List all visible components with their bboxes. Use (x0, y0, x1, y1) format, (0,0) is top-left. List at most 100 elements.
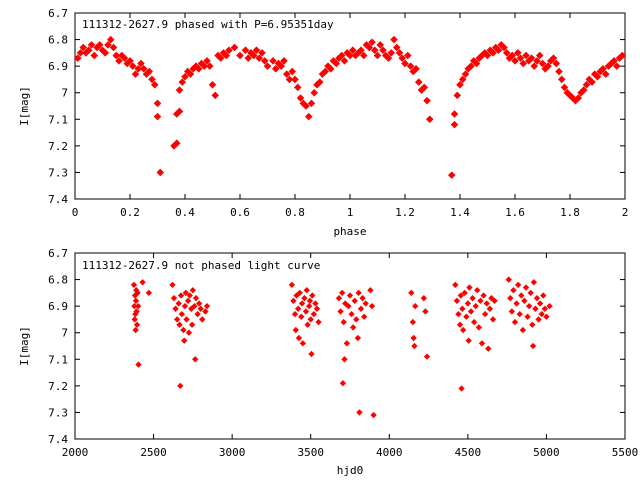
data-point (181, 337, 188, 344)
data-point (175, 300, 182, 307)
data-point (533, 57, 541, 65)
x-axis-label: phase (333, 225, 366, 238)
data-point (420, 295, 428, 302)
data-point (176, 321, 183, 328)
data-point (588, 78, 596, 86)
plot-frame (74, 252, 626, 440)
data-point (510, 287, 517, 294)
x-tick-label: 1.6 (505, 206, 525, 219)
data-point (530, 279, 538, 286)
data-point (527, 54, 536, 62)
y-tick-label: 7.1 (48, 353, 68, 366)
data-point (115, 57, 123, 65)
data-point (529, 321, 536, 328)
data-point (180, 326, 187, 334)
data-point (225, 46, 233, 54)
data-point (472, 59, 481, 68)
data-point (244, 54, 253, 62)
data-point (349, 324, 357, 331)
data-point (411, 342, 418, 350)
x-tick-label: 5500 (612, 446, 639, 459)
data-point (280, 57, 288, 65)
data-point (338, 289, 346, 297)
data-point (345, 302, 352, 310)
data-point (285, 75, 294, 84)
data-point (379, 46, 387, 54)
data-point (293, 292, 300, 299)
y-tick-label: 7.1 (48, 113, 68, 126)
data-point (200, 62, 209, 70)
data-point (356, 409, 363, 416)
data-point (486, 305, 494, 312)
data-point (216, 54, 225, 62)
data-point (131, 70, 140, 78)
data-point (384, 54, 393, 62)
data-point (458, 75, 467, 84)
data-point (423, 96, 431, 105)
data-point (365, 43, 374, 52)
data-point (342, 300, 349, 307)
data-point (357, 46, 365, 54)
data-point (296, 289, 303, 297)
data-point (373, 51, 382, 60)
data-point (192, 356, 199, 363)
data-point (483, 300, 490, 307)
data-point (348, 46, 357, 54)
data-point (192, 295, 200, 302)
data-point (203, 57, 211, 65)
y-tick-label: 7.4 (48, 193, 68, 206)
y-tick-label: 7.3 (48, 166, 68, 179)
x-tick-label: 0.2 (120, 206, 140, 219)
data-point (282, 70, 291, 78)
data-point (132, 297, 140, 304)
data-point (133, 308, 140, 315)
data-point (513, 300, 520, 307)
data-point (353, 316, 360, 323)
data-point (87, 41, 96, 49)
data-point (288, 67, 297, 76)
data-point (177, 292, 185, 299)
data-point (459, 305, 466, 312)
data-point (339, 380, 347, 387)
data-point (185, 329, 193, 336)
data-point (269, 57, 277, 65)
data-point (302, 102, 310, 110)
data-point (307, 99, 316, 108)
data-point (104, 41, 112, 49)
data-point (489, 49, 497, 57)
data-point (370, 411, 377, 419)
data-point (488, 295, 495, 302)
data-point (271, 65, 280, 73)
data-point (453, 297, 461, 304)
data-point (130, 281, 138, 289)
data-point (290, 297, 297, 304)
y-tick-label: 6.9 (48, 60, 68, 73)
data-point (178, 78, 187, 86)
data-point (387, 49, 396, 57)
data-point (199, 316, 206, 323)
data-point (390, 35, 398, 44)
data-point (461, 289, 468, 297)
data-point (169, 281, 176, 289)
y-tick-label: 6.7 (48, 7, 68, 20)
data-point (195, 300, 203, 307)
data-point (612, 62, 621, 70)
data-point (315, 78, 324, 86)
data-point (95, 41, 104, 49)
data-point (252, 46, 261, 54)
y-axis-ticks: 6.7 6.8 6.9 7 7.1 7.2 7.3 7.4 (48, 7, 625, 206)
data-point (315, 318, 322, 326)
data-point (309, 292, 316, 299)
data-point (511, 57, 519, 65)
data-point (552, 59, 561, 68)
data-point (505, 276, 512, 283)
y-tick-label: 6.8 (48, 34, 68, 47)
data-point (412, 65, 420, 73)
data-point (341, 356, 348, 363)
data-point (540, 292, 547, 299)
x-tick-label: 2000 (62, 446, 89, 459)
data-point (258, 49, 266, 57)
data-point (359, 295, 366, 302)
data-point (183, 316, 190, 323)
